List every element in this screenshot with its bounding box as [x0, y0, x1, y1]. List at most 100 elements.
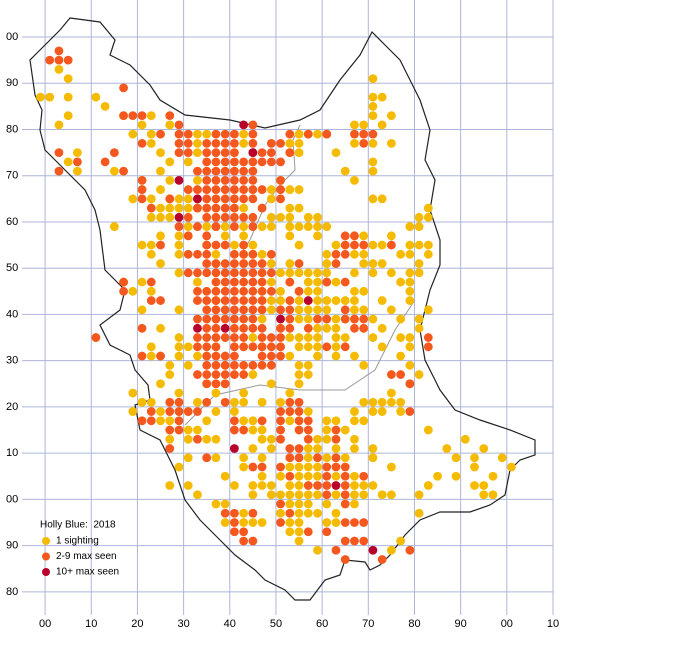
record-dot [313, 545, 322, 555]
record-dot [340, 462, 350, 472]
record-dot [285, 471, 295, 481]
record-dot [488, 471, 498, 481]
record-dot [239, 305, 249, 315]
record-dot [368, 333, 378, 342]
record-dot [285, 508, 295, 518]
record-dot [119, 111, 128, 121]
record-dot [451, 471, 461, 481]
record-dot [359, 138, 369, 148]
record-dot [174, 425, 184, 435]
record-dot [211, 305, 221, 315]
record-dot [303, 360, 313, 370]
record-dot [174, 203, 184, 213]
record-dot [303, 471, 313, 481]
record-dot [313, 434, 322, 444]
record-dot [322, 471, 332, 481]
record-dot [294, 286, 304, 296]
record-dot [276, 425, 285, 435]
record-dot [285, 305, 295, 315]
record-dot [285, 527, 295, 537]
record-dot [368, 481, 378, 490]
record-dot [479, 490, 489, 500]
record-dot [266, 296, 276, 305]
record-dot [230, 185, 239, 194]
y-tick-label: 40 [6, 308, 18, 320]
record-dot [220, 268, 230, 278]
record-dot [359, 323, 369, 333]
record-dot [266, 148, 276, 157]
record-dot [285, 296, 295, 305]
record-dot [220, 148, 230, 157]
record-dot [313, 462, 322, 472]
record-dot [220, 370, 230, 379]
record-dot [340, 166, 350, 176]
record-dot [193, 166, 202, 176]
record-dot [386, 268, 396, 278]
record-dot [193, 333, 202, 342]
record-dot [368, 397, 378, 407]
record-dot [202, 175, 212, 185]
record-dot [294, 360, 304, 370]
record-dot [285, 397, 295, 407]
legend-label: 1 sighting [56, 536, 99, 547]
record-dot [405, 277, 415, 287]
record-dot [174, 351, 184, 361]
record-dot [313, 129, 322, 139]
record-dot [322, 296, 332, 305]
record-dot [350, 323, 359, 333]
record-dot [294, 268, 304, 278]
record-dot [377, 120, 387, 130]
record-dot [128, 111, 138, 121]
record-dot [165, 416, 175, 426]
record-dot [128, 286, 138, 296]
record-dot [248, 259, 258, 268]
record-dot [239, 268, 249, 278]
record-dot [202, 296, 212, 305]
record-dot [146, 277, 156, 287]
record-dot [322, 342, 332, 352]
record-dot [202, 185, 212, 194]
record-dot [239, 518, 249, 527]
record-dot [183, 360, 193, 370]
y-tick-label: 30 [6, 355, 18, 367]
record-dot [165, 397, 175, 407]
x-tick-label: 90 [455, 618, 467, 630]
record-dot [340, 499, 350, 509]
record-dot [211, 333, 221, 342]
record-dot [340, 333, 350, 342]
record-dot [248, 296, 258, 305]
record-dot [266, 286, 276, 296]
record-dot [239, 129, 249, 139]
record-dot [146, 407, 156, 416]
record-dot [285, 453, 295, 463]
record-dot [294, 407, 304, 416]
record-dot [183, 148, 193, 157]
record-dot [331, 444, 341, 453]
record-dot [350, 120, 359, 130]
record-dot [211, 499, 221, 509]
record-dot [303, 222, 313, 231]
record-dot [414, 370, 424, 379]
record-dot [137, 277, 147, 287]
record-dot [183, 342, 193, 352]
district-boundary [239, 124, 301, 256]
record-dot [331, 148, 341, 157]
record-dot [220, 360, 230, 370]
record-dot [423, 249, 433, 259]
record-dot [266, 212, 276, 222]
record-dot [211, 370, 221, 379]
record-dot [350, 499, 359, 509]
record-dot [183, 407, 193, 416]
record-dot [230, 481, 239, 490]
record-dot [211, 323, 221, 333]
record-dot [276, 462, 285, 472]
record-dot [230, 240, 239, 250]
legend-title: Holly Blue: 2018 [40, 520, 116, 531]
record-dot [340, 471, 350, 481]
record-dot [211, 379, 221, 389]
x-tick-label: 10 [547, 618, 559, 630]
record-dot [230, 407, 239, 416]
y-tick-label: 90 [6, 540, 18, 552]
record-dot [368, 314, 378, 324]
record-dot [193, 490, 202, 500]
